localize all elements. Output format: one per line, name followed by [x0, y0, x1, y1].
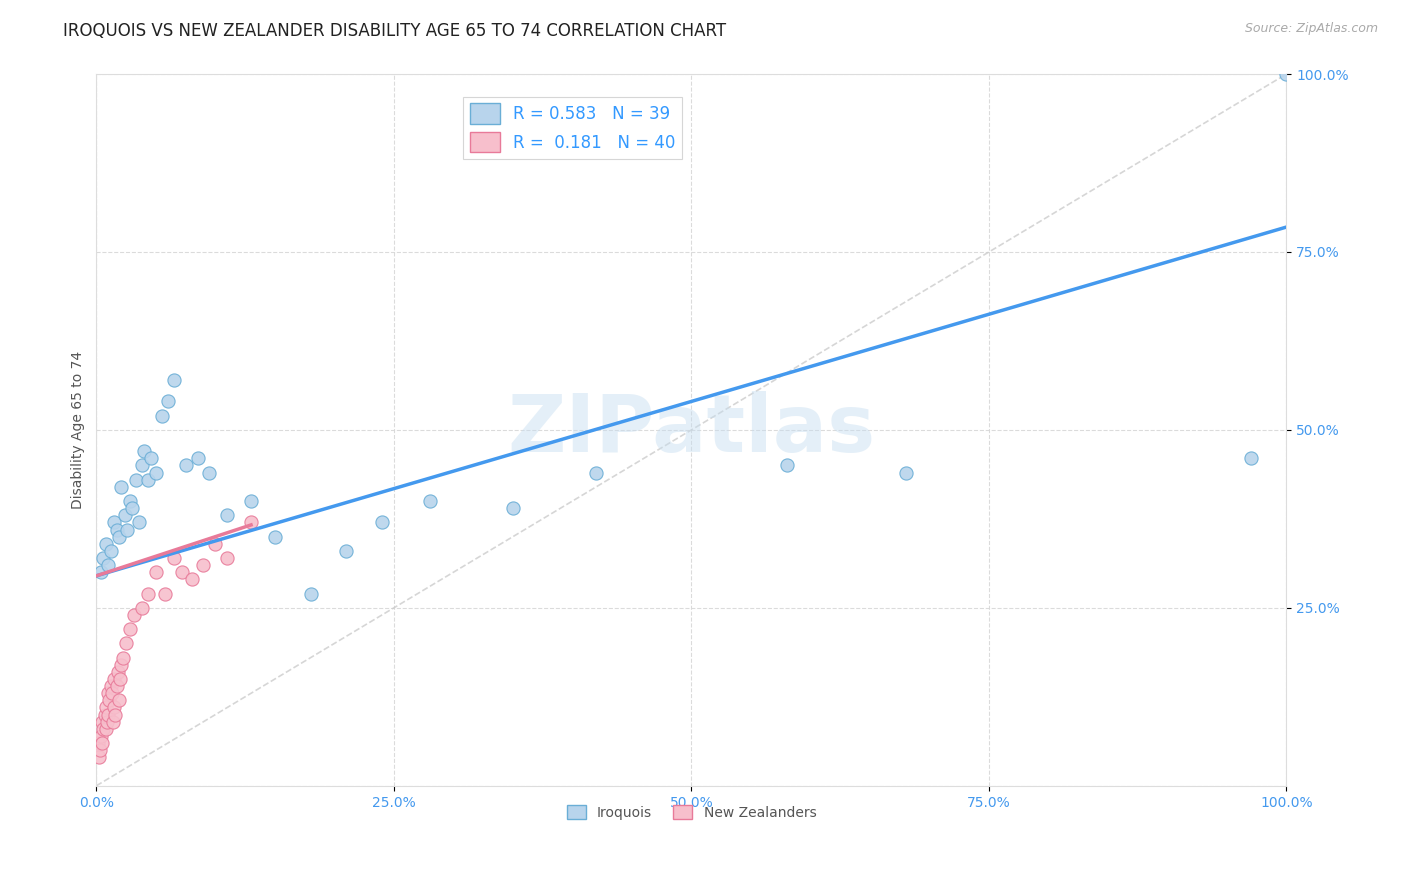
Point [118, 622, 141, 636]
Point [101, 686, 124, 700]
Point [163, 373, 186, 387]
Point [110, 657, 132, 672]
Point [132, 444, 155, 458]
Point [136, 473, 159, 487]
Point [131, 458, 153, 473]
Point [100, 544, 122, 558]
Point [104, 707, 127, 722]
Point [217, 551, 239, 566]
Point [111, 650, 134, 665]
Point [131, 600, 153, 615]
Point [1275, 67, 1298, 81]
Point [91, 714, 114, 729]
Point [156, 394, 179, 409]
Y-axis label: Disability Age 65 to 74: Disability Age 65 to 74 [72, 351, 86, 509]
Point [775, 458, 797, 473]
Text: IROQUOIS VS NEW ZEALANDER DISABILITY AGE 65 TO 74 CORRELATION CHART: IROQUOIS VS NEW ZEALANDER DISABILITY AGE… [63, 22, 727, 40]
Point [91, 736, 114, 750]
Point [93, 707, 115, 722]
Point [585, 466, 607, 480]
Point [103, 516, 125, 530]
Point [128, 516, 150, 530]
Point [103, 700, 125, 714]
Point [150, 409, 173, 423]
Point [94, 722, 117, 736]
Point [419, 494, 441, 508]
Point [170, 566, 193, 580]
Point [90, 729, 112, 743]
Point [502, 501, 524, 516]
Point [894, 466, 917, 480]
Point [193, 558, 215, 573]
Point [97, 686, 120, 700]
Text: ZIPatlas: ZIPatlas [508, 391, 876, 469]
Point [136, 586, 159, 600]
Point [96, 714, 118, 729]
Point [371, 516, 394, 530]
Point [174, 458, 197, 473]
Point [263, 530, 285, 544]
Point [93, 722, 115, 736]
Text: Source: ZipAtlas.com: Source: ZipAtlas.com [1244, 22, 1378, 36]
Point [89, 743, 111, 757]
Point [105, 679, 128, 693]
Point [94, 537, 117, 551]
Point [1240, 451, 1263, 466]
Point [118, 494, 141, 508]
Point [198, 466, 221, 480]
Point [163, 551, 186, 566]
Point [108, 693, 131, 707]
Point [139, 451, 162, 466]
Point [115, 636, 138, 650]
Point [87, 750, 110, 764]
Point [124, 473, 146, 487]
Point [110, 480, 132, 494]
Point [117, 523, 139, 537]
Point [97, 707, 120, 722]
Point [335, 544, 357, 558]
Point [145, 466, 167, 480]
Point [145, 566, 167, 580]
Point [94, 700, 117, 714]
Point [93, 551, 115, 566]
Point [98, 693, 121, 707]
Point [121, 501, 143, 516]
Point [97, 558, 120, 573]
Legend: Iroquois, New Zealanders: Iroquois, New Zealanders [561, 799, 823, 825]
Point [86, 736, 108, 750]
Point [186, 451, 208, 466]
Point [204, 537, 226, 551]
Point [108, 672, 131, 686]
Point [240, 494, 263, 508]
Point [114, 508, 136, 523]
Point [100, 679, 122, 693]
Point [90, 566, 112, 580]
Point [240, 516, 263, 530]
Point [103, 672, 125, 686]
Point [180, 573, 202, 587]
Point [155, 586, 177, 600]
Point [101, 714, 124, 729]
Point [105, 523, 128, 537]
Point [124, 607, 146, 622]
Point [217, 508, 239, 523]
Point [108, 530, 131, 544]
Point [107, 665, 129, 679]
Point [299, 586, 322, 600]
